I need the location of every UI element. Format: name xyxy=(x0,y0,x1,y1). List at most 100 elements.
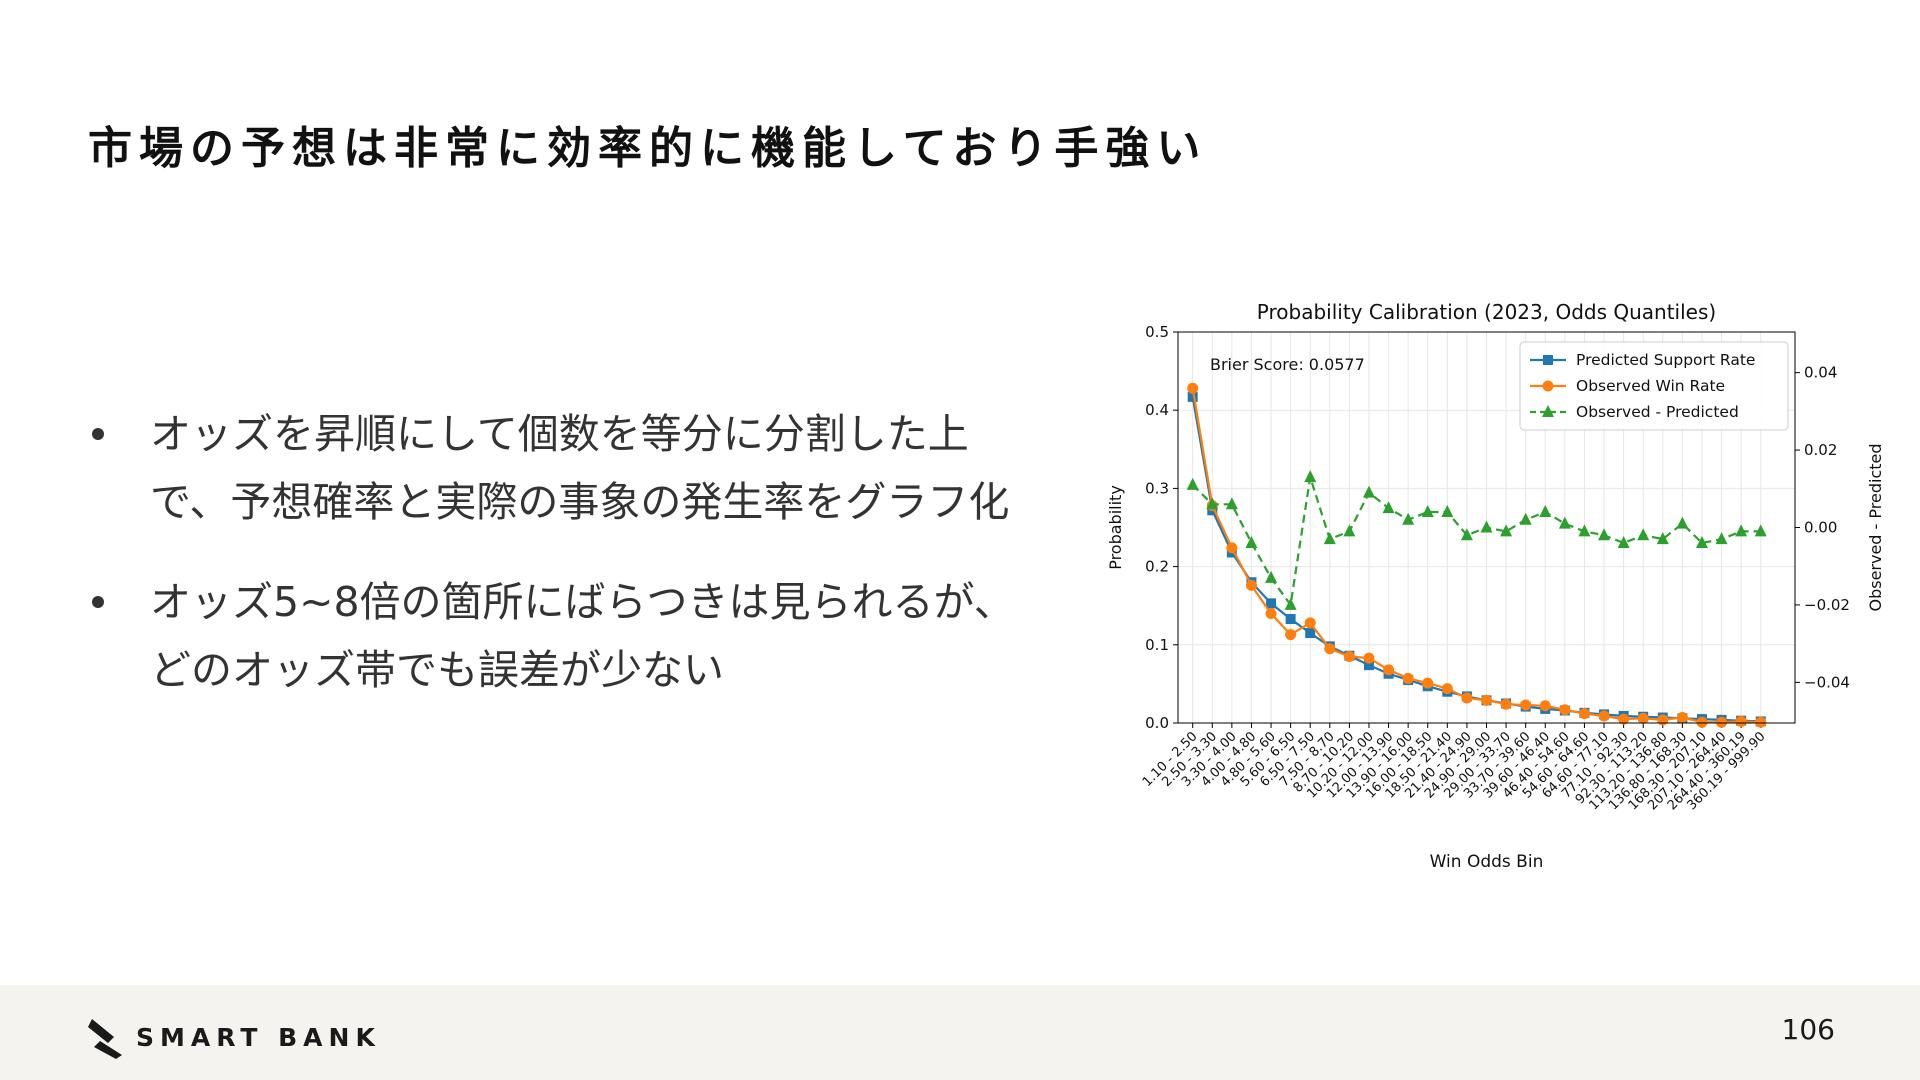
calibration-chart: Probability Calibration (2023, Odds Quan… xyxy=(1100,290,1900,890)
data-point-triangle xyxy=(1441,505,1454,518)
y-right-tick-label: −0.02 xyxy=(1804,596,1850,614)
y-tick-label: 0.0 xyxy=(1145,714,1169,732)
data-point-triangle xyxy=(1206,497,1219,510)
data-point-triangle xyxy=(1754,524,1767,537)
data-point-circle xyxy=(1735,715,1747,727)
series-line xyxy=(1191,396,1761,723)
page-number: 106 xyxy=(1781,1013,1835,1046)
slide-title: 市場の予想は非常に効率的に機能しており手強い xyxy=(88,123,1208,174)
series-line xyxy=(1191,476,1761,608)
data-point-triangle xyxy=(1598,528,1611,541)
data-point-square xyxy=(1305,628,1316,639)
data-point-triangle xyxy=(1617,535,1630,548)
legend-label: Observed - Predicted xyxy=(1576,403,1739,421)
y-right-tick-label: 0.02 xyxy=(1804,441,1837,459)
data-point-circle xyxy=(1696,716,1708,728)
chart-title: Probability Calibration (2023, Odds Quan… xyxy=(1257,300,1716,324)
logo: SMART BANK xyxy=(88,1015,381,1059)
legend-label: Predicted Support Rate xyxy=(1576,351,1755,369)
legend-marker xyxy=(1542,405,1554,417)
data-point-circle xyxy=(1755,716,1767,728)
data-point-triangle xyxy=(1460,528,1473,541)
data-point-circle xyxy=(1422,677,1434,689)
data-point-triangle xyxy=(1304,470,1317,483)
data-point-circle xyxy=(1598,710,1610,722)
data-point-triangle xyxy=(1558,516,1571,529)
data-point-circle xyxy=(1245,579,1257,591)
data-point-circle xyxy=(1461,692,1473,704)
data-point-triangle xyxy=(1284,597,1297,610)
legend-marker xyxy=(1543,355,1553,365)
y-tick-label: 0.1 xyxy=(1145,636,1169,654)
data-point-triangle xyxy=(1382,501,1395,514)
plot-frame xyxy=(1177,331,1796,724)
brier-score-annotation: Brier Score: 0.0577 xyxy=(1210,355,1365,374)
data-point-circle xyxy=(1657,714,1669,726)
data-point-triangle xyxy=(1265,570,1278,583)
data-point-triangle xyxy=(1656,532,1669,545)
data-point-circle xyxy=(1500,698,1512,710)
legend-label: Observed Win Rate xyxy=(1576,377,1725,395)
data-point-square xyxy=(1285,613,1296,624)
data-point-circle xyxy=(1285,629,1297,641)
y-right-tick-label: 0.04 xyxy=(1804,364,1837,382)
x-axis-label: Win Odds Bin xyxy=(1430,852,1544,872)
data-point-triangle xyxy=(1362,485,1375,498)
bullet-dot-icon xyxy=(92,428,104,440)
data-point-circle xyxy=(1520,699,1532,711)
y-right-axis-label: Observed - Predicted xyxy=(1866,443,1885,611)
data-point-triangle xyxy=(1676,516,1689,529)
data-point-triangle xyxy=(1323,532,1336,545)
data-point-circle xyxy=(1716,716,1728,728)
data-point-circle xyxy=(1324,643,1336,655)
data-point-triangle xyxy=(1480,520,1493,533)
bullet-item: オッズを昇順にして個数を等分に分割した上で、予想確率と実際の事象の発生率をグラフ… xyxy=(90,400,1020,536)
data-point-circle xyxy=(1226,542,1238,554)
y-tick-label: 0.5 xyxy=(1145,323,1169,341)
data-point-triangle xyxy=(1500,524,1513,537)
data-point-triangle xyxy=(1186,477,1199,490)
bullet-text: オッズを昇順にして個数を等分に分割した上で、予想確率と実際の事象の発生率をグラフ… xyxy=(150,410,1010,526)
data-point-square xyxy=(1266,598,1277,609)
data-point-circle xyxy=(1363,652,1375,664)
bullet-text: オッズ5~8倍の箇所にばらつきは見られるが、どのオッズ帯でも誤差が少ない xyxy=(150,578,1015,694)
y-axis-label: Probability xyxy=(1106,485,1125,570)
data-point-triangle xyxy=(1539,505,1552,518)
logo-text: SMART BANK xyxy=(136,1022,381,1052)
bullet-item: オッズ5~8倍の箇所にばらつきは見られるが、どのオッズ帯でも誤差が少ない xyxy=(90,568,1020,704)
data-point-circle xyxy=(1676,712,1688,724)
data-point-circle xyxy=(1539,700,1551,712)
data-point-circle xyxy=(1383,664,1395,676)
data-point-triangle xyxy=(1735,524,1748,537)
legend-box xyxy=(1519,341,1789,431)
footer: SMART BANK 106 xyxy=(0,985,1920,1080)
data-point-circle xyxy=(1637,712,1649,724)
smartbank-logo-icon xyxy=(88,1019,122,1059)
data-point-circle xyxy=(1187,382,1199,394)
data-point-triangle xyxy=(1421,505,1434,518)
chart-svg: Probability Calibration (2023, Odds Quan… xyxy=(1106,300,1885,872)
legend-marker xyxy=(1542,380,1554,392)
data-point-circle xyxy=(1265,608,1277,620)
data-point-square xyxy=(1363,660,1374,671)
bullet-list: オッズを昇順にして個数を等分に分割した上で、予想確率と実際の事象の発生率をグラフ… xyxy=(90,400,1020,736)
data-point-triangle xyxy=(1637,528,1650,541)
data-point-circle xyxy=(1578,708,1590,720)
data-point-circle xyxy=(1402,672,1414,684)
data-point-triangle xyxy=(1519,512,1532,525)
data-point-circle xyxy=(1441,683,1453,695)
y-right-tick-label: −0.04 xyxy=(1804,673,1850,691)
data-point-triangle xyxy=(1402,512,1415,525)
data-point-circle xyxy=(1481,694,1492,706)
y-tick-label: 0.3 xyxy=(1145,479,1169,497)
data-point-circle xyxy=(1304,617,1316,629)
data-point-triangle xyxy=(1715,532,1728,545)
data-point-triangle xyxy=(1245,535,1258,548)
data-point-triangle xyxy=(1225,497,1238,510)
data-point-triangle xyxy=(1343,524,1356,537)
bullet-dot-icon xyxy=(92,596,104,608)
data-point-circle xyxy=(1343,651,1355,663)
data-point-square xyxy=(1187,391,1198,402)
series-line xyxy=(1191,388,1761,724)
data-point-triangle xyxy=(1695,535,1708,548)
